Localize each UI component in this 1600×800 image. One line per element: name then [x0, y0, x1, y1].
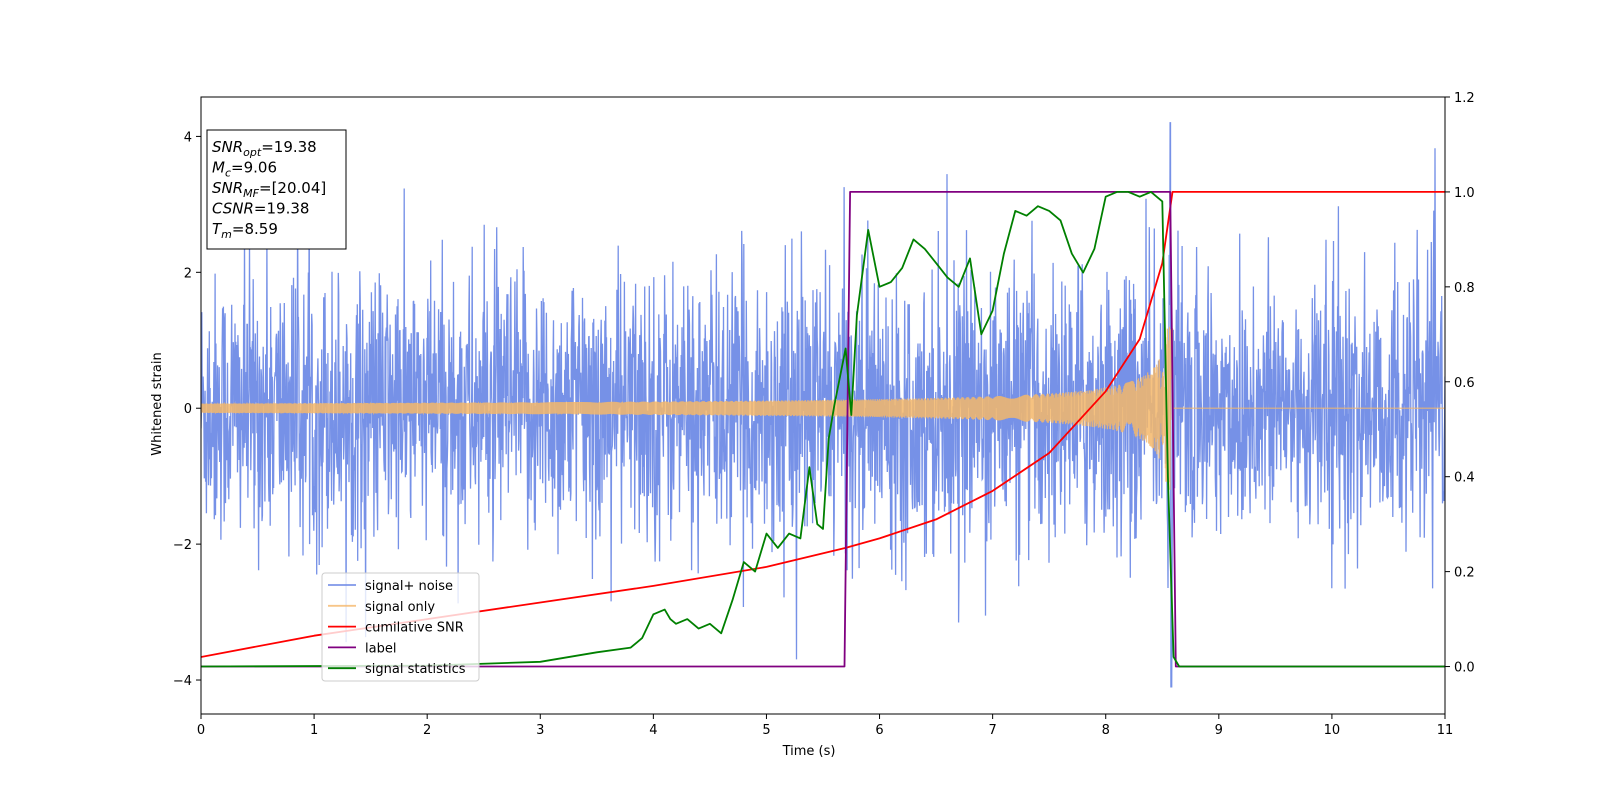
x-tick-label: 11	[1437, 723, 1454, 738]
series-cumulative-snr	[201, 190, 1445, 658]
x-tick-label: 8	[1102, 723, 1110, 738]
annotation-line: CSNR=19.38	[212, 200, 309, 218]
legend: signal+ noise signal only cumilative SNR la…	[321, 572, 480, 682]
y-left-tick-label: −4	[173, 674, 192, 689]
legend-label: cumilative SNR	[365, 621, 464, 636]
x-tick-label: 0	[197, 723, 205, 738]
series-signal-statistics	[201, 190, 1445, 668]
axes-frame	[200, 96, 1446, 715]
y-right-tick-label: 1.0	[1454, 186, 1475, 201]
y-right-tick-label: 0.2	[1454, 566, 1475, 581]
legend-label: label	[365, 641, 396, 656]
annotation-line: Mc=9.06	[212, 159, 277, 180]
legend-frame	[321, 572, 480, 682]
x-tick-label: 6	[875, 723, 883, 738]
x-tick-label: 7	[988, 723, 996, 738]
plot-area	[201, 122, 1445, 688]
x-tick-label: 5	[762, 723, 770, 738]
y-left-tick-label: 4	[184, 130, 192, 145]
y-right-tick-label: 0.0	[1454, 661, 1475, 676]
axes: 0 1 2 3 4 5 6 7 8 9 10 11 −4 −2 0 2 4 0.0 0.2 0.4 0.6 0.8 1.0 1…	[173, 91, 1475, 738]
legend-label: signal only	[365, 600, 435, 615]
y-axis-label: Whitened strain	[150, 352, 165, 455]
y-right-tick-label: 0.8	[1454, 281, 1475, 296]
x-tick-label: 1	[310, 723, 318, 738]
annotation-line: Tm=8.59	[212, 220, 278, 241]
x-tick-label: 9	[1215, 723, 1223, 738]
series-signal-only	[201, 326, 1445, 490]
y-right-tick-label: 0.4	[1454, 471, 1475, 486]
series-signal-noise	[201, 122, 1445, 688]
annotation-line: SNRMF=[20.04]	[212, 179, 326, 200]
y-left-tick-label: 0	[184, 402, 192, 417]
x-axis-label: Time (s)	[782, 744, 836, 759]
legend-label: signal+ noise	[365, 579, 453, 594]
x-tick-label: 10	[1324, 723, 1341, 738]
annotation-line: SNRopt=19.38	[212, 138, 317, 159]
legend-label: signal statistics	[365, 662, 466, 677]
y-right-tick-label: 1.2	[1454, 91, 1475, 106]
y-left-tick-label: 2	[184, 266, 192, 281]
y-right-tick-label: 0.6	[1454, 376, 1475, 391]
annotation-frame	[206, 129, 347, 250]
y-left-tick-label: −2	[173, 538, 192, 553]
x-tick-label: 3	[536, 723, 544, 738]
x-tick-label: 2	[423, 723, 431, 738]
x-tick-label: 4	[649, 723, 657, 738]
annotation-box: SNRopt=19.38Mc=9.06SNRMF=[20.04]CSNR=19.…	[206, 129, 347, 250]
